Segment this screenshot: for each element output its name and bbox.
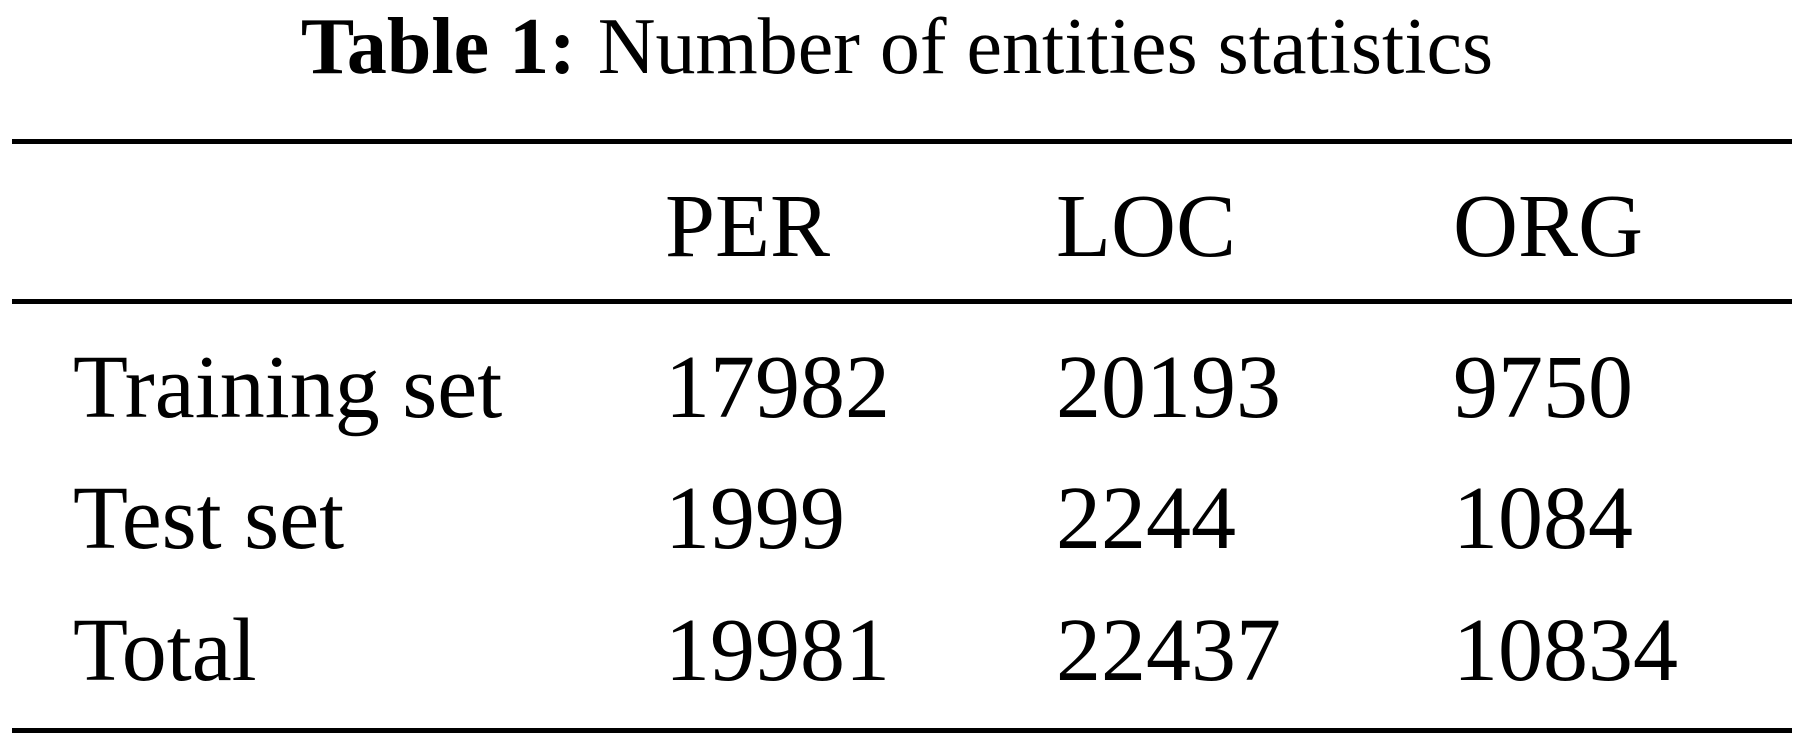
cell-per: 17982 <box>665 338 890 437</box>
column-header-org: ORG <box>1453 177 1644 276</box>
cell-loc: 20193 <box>1056 338 1281 437</box>
caption-text: Number of entities statistics <box>597 3 1494 91</box>
cell-loc: 2244 <box>1056 469 1236 568</box>
cell-org: 1084 <box>1453 469 1633 568</box>
column-header-per: PER <box>665 177 831 276</box>
table-caption: Table 1: Number of entities statistics <box>0 2 1794 92</box>
row-label: Training set <box>73 338 503 437</box>
header-rule <box>12 299 1792 304</box>
column-header-loc: LOC <box>1056 177 1236 276</box>
bottom-rule <box>12 728 1792 733</box>
top-rule <box>12 139 1792 144</box>
cell-org: 10834 <box>1453 601 1678 700</box>
cell-org: 9750 <box>1453 338 1633 437</box>
cell-per: 19981 <box>665 601 890 700</box>
cell-loc: 22437 <box>1056 601 1281 700</box>
caption-label: Table 1: <box>300 3 576 91</box>
row-label: Test set <box>73 469 345 568</box>
row-label: Total <box>73 601 257 700</box>
cell-per: 1999 <box>665 469 845 568</box>
